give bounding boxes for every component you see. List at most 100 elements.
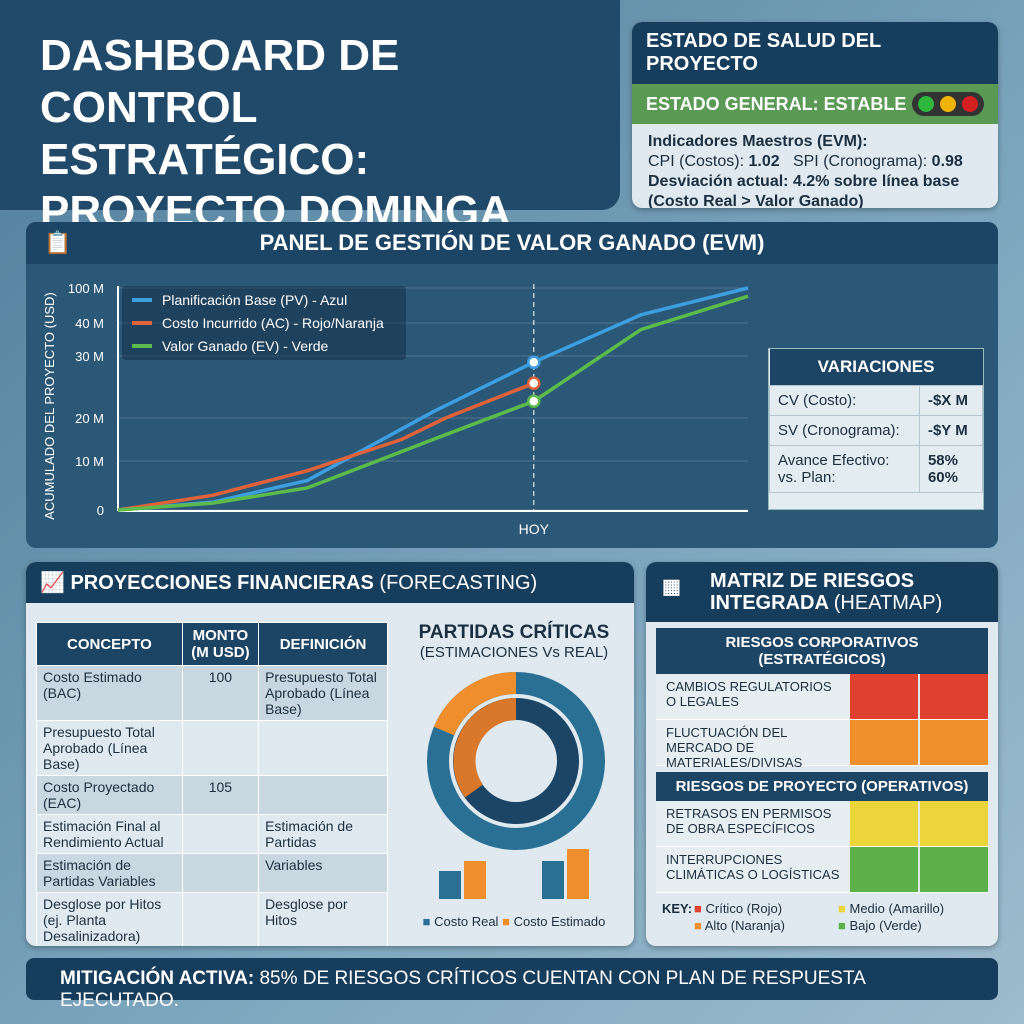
today-point <box>527 394 541 409</box>
general-status: ESTADO GENERAL: ESTABLE <box>632 84 998 124</box>
indicators: CPI (Costos): 1.02 SPI (Cronograma): 0.9… <box>648 152 982 172</box>
table-row: Costo Proyectado (EAC) 105 <box>36 775 388 815</box>
heat-cell <box>920 674 988 719</box>
risk-key: KEY: ■ Crítico (Rojo) ■ Medio (Amarillo) ■ … <box>662 901 982 933</box>
key-item-label: Alto (Naranja) <box>704 918 785 933</box>
col-header: MONTO (M USD) <box>181 622 260 666</box>
cv-label: CV (Costo): <box>769 385 920 416</box>
cpi-value: 1.02 <box>748 153 780 170</box>
mitigation-text: 85% DE RIESGOS CRÍTICOS CUENTAN CON PLAN… <box>60 968 865 1011</box>
donut-inner-estimated <box>453 698 517 798</box>
bar-chart-icon: 📈 <box>40 572 65 594</box>
page-title: DASHBOARD DE CONTROL ESTRATÉGICO: PROYEC… <box>0 0 620 236</box>
risk-label: INTERRUPCIONES CLIMÁTICAS O LOGÍSTICAS <box>656 847 850 892</box>
heat-cell <box>920 801 988 846</box>
legend <box>122 286 406 360</box>
fin-title: PROYECCIONES FINANCIERAS <box>70 572 374 594</box>
red-light <box>962 96 978 112</box>
bar-estimated-1 <box>464 861 486 899</box>
risk-row: INTERRUPCIONES CLIMÁTICAS O LOGÍSTICAS <box>656 847 988 893</box>
y-tick-label: 20 M <box>75 411 104 426</box>
evm-header: 📋 PANEL DE GESTIÓN DE VALOR GANADO (EVM) <box>26 222 998 264</box>
table-cell: Estimación de Partidas <box>258 814 388 854</box>
legend-real: Costo Real <box>434 914 499 929</box>
y-axis-label: ACUMULADO DEL PROYECTO (USD) <box>42 292 57 520</box>
table-row: Desglose por Hitos (ej. Planta Desaliniz… <box>36 892 388 946</box>
deviation: Desviación actual: 4.2% sobre línea base… <box>648 173 960 208</box>
mitigation-label: MITIGACIÓN ACTIVA: <box>60 968 255 989</box>
table-cell: Desglose por Hitos (ej. Planta Desaliniz… <box>36 892 183 946</box>
general-status-label: ESTADO GENERAL: ESTABLE <box>646 93 907 114</box>
sv-value: -$Y M <box>918 415 984 446</box>
table-row: Presupuesto Total Aprobado (Línea Base) <box>36 720 388 776</box>
key-item: ■ Alto (Naranja) <box>694 918 785 933</box>
risk-title: MATRIZ DE RIESGOS INTEGRADA <box>710 570 915 614</box>
health-card: ESTADO DE SALUD DEL PROYECTO ESTADO GENE… <box>632 22 998 208</box>
table-row: Costo Estimado (BAC) 100 Presupuesto Total… <box>36 665 388 721</box>
table-cell <box>181 892 260 946</box>
risk-label: CAMBIOS REGULATORIOS O LEGALES <box>656 674 850 719</box>
financial-projections: 📈 PROYECCIONES FINANCIERAS (FORECASTING)… <box>26 562 634 946</box>
fin-subtitle: (FORECASTING) <box>379 572 538 594</box>
table-cell: 100 <box>181 665 260 721</box>
key-item: ■ Crítico (Rojo) <box>694 901 783 916</box>
risk-row: FLUCTUACIÓN DEL MERCADO DE MATERIALES/DI… <box>656 720 988 770</box>
risk-row: CAMBIOS REGULATORIOS O LEGALES <box>656 674 988 720</box>
table-cell: Estimación Final al Rendimiento Actual <box>36 814 183 854</box>
health-header: ESTADO DE SALUD DEL PROYECTO <box>632 22 998 84</box>
forecast-table: CONCEPTO MONTO (M USD) DEFINICIÓN Costo Est… <box>36 622 388 946</box>
grid-search-icon: ▦ <box>662 576 681 598</box>
table-cell: Desglose por Hitos <box>258 892 388 946</box>
table-cell: Presupuesto Total Aprobado (Línea Base) <box>36 720 183 776</box>
risk-matrix: ▦ MATRIZ DE RIESGOS INTEGRADA (HEATMAP) R… <box>646 562 998 946</box>
donut-legend: ■ Costo Real ■ Costo Estimado <box>422 914 606 929</box>
heat-cell <box>850 847 918 892</box>
green-light <box>918 96 934 112</box>
clipboard-chart-icon: 📋 <box>44 230 72 255</box>
variations-table: VARIACIONES CV (Costo): -$X M SV (Cronogr… <box>768 348 984 510</box>
key-label: KEY: <box>662 901 693 916</box>
series-line-2 <box>117 294 749 512</box>
today-label: HOY <box>519 521 550 537</box>
key-item-label: Crítico (Rojo) <box>705 901 783 916</box>
table-cell: Costo Estimado (BAC) <box>36 665 183 721</box>
table-cell <box>181 853 260 893</box>
mitigation-banner: MITIGACIÓN ACTIVA: 85% DE RIESGOS CRÍTIC… <box>26 958 998 1011</box>
sv-label: SV (Cronograma): <box>769 415 920 446</box>
table-row: Estimación Final al Rendimiento Actual Es… <box>36 814 388 854</box>
table-cell: Costo Proyectado (EAC) <box>36 775 183 815</box>
heat-cell <box>850 720 918 765</box>
y-tick-label: 0 <box>97 503 104 518</box>
risk-section-title: RIESGOS CORPORATIVOS (ESTRATÉGICOS) <box>656 628 988 674</box>
heat-cell <box>920 847 988 892</box>
spi-label: SPI (Cronograma): <box>792 153 928 170</box>
spi-value: 0.98 <box>931 153 963 170</box>
risk-section-title: RIESGOS DE PROYECTO (OPERATIVOS) <box>656 772 988 801</box>
indicators-title: Indicadores Maestros (EVM): <box>648 133 868 150</box>
donut-subtitle: (ESTIMACIONES Vs REAL) <box>419 644 609 661</box>
cpi-label: CPI (Costos): <box>648 153 745 170</box>
progress-value: 58% 60% <box>918 445 984 493</box>
heat-cell <box>850 674 918 719</box>
y-tick-label: 100 M <box>68 281 104 296</box>
risk-subtitle: (HEATMAP) <box>833 592 943 614</box>
table-row: Estimación de Partidas Variables Variable… <box>36 853 388 893</box>
risk-label: FLUCTUACIÓN DEL MERCADO DE MATERIALES/DI… <box>656 720 850 770</box>
legend-estimated: Costo Estimado <box>513 914 606 929</box>
risk-label: RETRASOS EN PERMISOS DE OBRA ESPECÍFICOS <box>656 801 850 846</box>
traffic-light-icon <box>912 92 984 116</box>
legend-label: Planificación Base (PV) - Azul <box>162 292 347 308</box>
series-line-1 <box>117 381 535 512</box>
legend-label: Valor Ganado (EV) - Verde <box>162 338 328 354</box>
bar-real-1 <box>439 871 461 899</box>
y-tick-label: 10 M <box>75 454 104 469</box>
progress-label: Avance Efectivo: vs. Plan: <box>769 445 920 493</box>
table-cell: Estimación de Partidas Variables <box>36 853 183 893</box>
col-header: CONCEPTO <box>36 622 183 666</box>
variations-header: VARIACIONES <box>769 349 983 386</box>
legend-label: Costo Incurrido (AC) - Rojo/Naranja <box>162 315 384 331</box>
table-cell <box>181 720 260 776</box>
table-cell <box>181 814 260 854</box>
key-item-label: Medio (Amarillo) <box>849 901 945 916</box>
table-cell: Presupuesto Total Aprobado (Línea Base) <box>258 665 388 721</box>
